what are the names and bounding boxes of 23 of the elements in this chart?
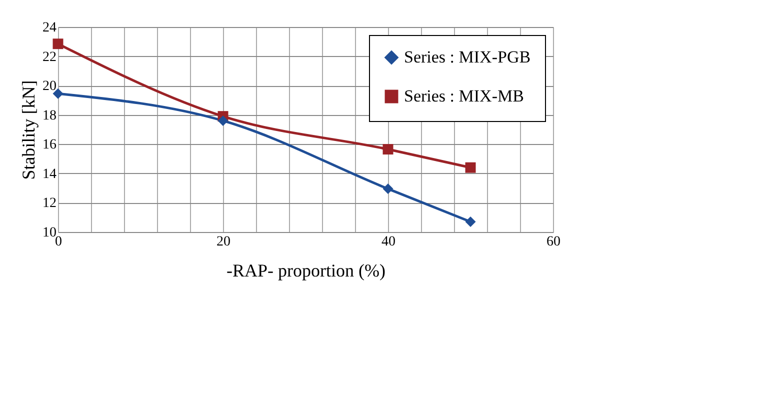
y-tick-label: 12 bbox=[42, 196, 56, 212]
y-tick-label: 10 bbox=[42, 226, 56, 240]
y-tick-label: 16 bbox=[42, 138, 56, 153]
legend-label: Series : MIX-MB bbox=[404, 86, 524, 106]
x-axis-title: -RAP- proportion (%) bbox=[226, 260, 386, 280]
point bbox=[382, 144, 394, 155]
point bbox=[52, 38, 64, 50]
y-tick-label: 24 bbox=[42, 20, 56, 36]
point bbox=[465, 162, 476, 173]
point bbox=[465, 216, 476, 227]
y-axis-title: Stability [kN] bbox=[18, 80, 38, 180]
y-tick-label: 18 bbox=[42, 108, 56, 124]
point bbox=[218, 115, 228, 126]
x-tick-label: 40 bbox=[382, 234, 396, 250]
y-tick-label: 14 bbox=[42, 166, 56, 182]
x-tick-label: 20 bbox=[216, 234, 230, 250]
y-tick-label: 20 bbox=[42, 79, 56, 94]
x-tick-label: 0 bbox=[55, 234, 62, 250]
point bbox=[52, 88, 64, 99]
legend-label: Series : MIX-PGB bbox=[404, 48, 531, 66]
point bbox=[382, 184, 394, 194]
y-tick-label: 22 bbox=[42, 50, 56, 65]
x-tick-label: 60 bbox=[546, 234, 560, 250]
